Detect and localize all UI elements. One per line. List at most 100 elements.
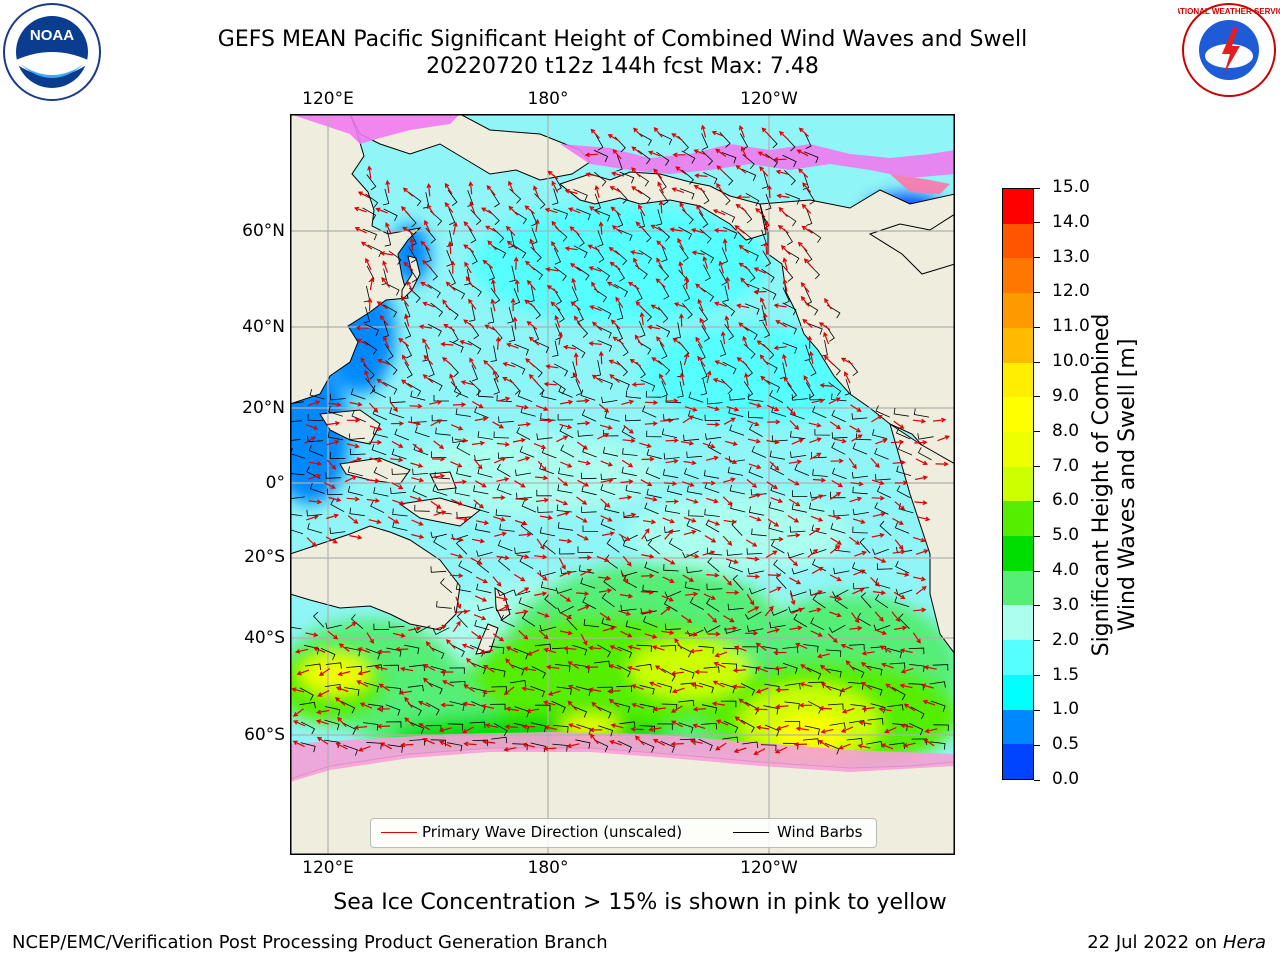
wind-barb	[744, 248, 759, 262]
wave-direction-arrow	[475, 480, 487, 488]
wave-direction-arrow	[514, 519, 528, 526]
wind-barb	[366, 174, 377, 191]
wind-barb	[721, 663, 738, 671]
colorbar-band	[1003, 501, 1033, 537]
wave-direction-arrow	[631, 702, 645, 709]
wind-barb	[785, 193, 800, 205]
wave-direction-arrow	[399, 666, 414, 672]
wave-direction-arrow	[576, 591, 590, 597]
wave-direction-arrow	[656, 257, 664, 270]
wind-barb	[495, 509, 512, 517]
wind-barb	[493, 431, 510, 439]
wind-barb	[601, 592, 615, 608]
wave-direction-arrow	[551, 180, 559, 193]
wave-direction-arrow	[914, 439, 928, 445]
wave-direction-arrow	[852, 518, 866, 524]
wind-barb	[516, 427, 531, 440]
wave-direction-arrow	[644, 400, 659, 406]
wave-direction-arrow	[439, 740, 452, 748]
wind-barb	[804, 344, 811, 362]
wind-barb	[639, 684, 655, 695]
wave-direction-arrow	[600, 478, 614, 483]
wave-direction-arrow	[358, 745, 371, 752]
wind-barb	[729, 424, 745, 436]
wind-barb	[572, 705, 588, 718]
wind-barb	[700, 287, 715, 302]
wind-barb	[635, 663, 652, 671]
wind-barb	[619, 721, 636, 728]
wave-direction-arrow	[691, 250, 705, 256]
wave-direction-arrow	[460, 380, 474, 386]
wind-barb	[492, 245, 507, 259]
wave-direction-arrow	[744, 630, 759, 636]
wave-direction-arrow	[767, 518, 780, 527]
wind-barb	[874, 447, 889, 460]
wave-direction-arrow	[497, 605, 510, 612]
wind-barb	[804, 132, 812, 149]
wind-barb	[729, 394, 746, 401]
footer-machine: Hera	[1222, 932, 1266, 953]
wave-direction-arrow	[789, 625, 803, 631]
wave-direction-arrow	[851, 434, 863, 442]
wave-direction-arrow	[700, 124, 707, 138]
wave-direction-arrow	[551, 220, 561, 232]
wave-direction-arrow	[349, 401, 363, 407]
wave-direction-arrow	[335, 686, 349, 693]
wave-direction-arrow	[438, 727, 452, 733]
wind-barb	[802, 246, 813, 264]
wind-barb	[560, 567, 577, 575]
wave-direction-arrow	[305, 632, 319, 638]
wave-direction-arrow	[682, 415, 694, 424]
wind-barb	[363, 340, 378, 355]
wave-direction-arrow	[440, 669, 454, 675]
wind-barb	[616, 211, 624, 228]
wave-direction-arrow	[711, 130, 725, 137]
wind-barb	[770, 540, 785, 554]
wind-barb	[412, 468, 429, 476]
wind-barb	[872, 548, 889, 555]
wind-barb	[682, 285, 691, 302]
wave-direction-arrow	[829, 421, 842, 430]
wind-barb	[792, 490, 808, 497]
wave-direction-arrow	[766, 184, 772, 199]
wind-barb	[875, 578, 891, 589]
wave-direction-arrow	[848, 457, 857, 470]
wave-direction-arrow	[830, 458, 844, 464]
wind-barb	[803, 644, 819, 653]
wave-direction-arrow	[647, 324, 661, 330]
wind-barb	[468, 226, 477, 244]
wind-barb-label: Wind Barbs	[777, 823, 863, 841]
wind-barb	[373, 466, 388, 480]
wind-barb	[439, 578, 453, 594]
wind-barb	[639, 725, 656, 733]
wave-direction-arrow	[683, 352, 690, 366]
wind-barb	[559, 425, 574, 439]
wind-barb	[848, 644, 865, 651]
wave-direction-arrow	[713, 661, 726, 668]
wind-barb	[763, 705, 779, 715]
wind-barb	[824, 742, 840, 755]
wave-direction-arrow	[723, 519, 737, 525]
colorbar-title-line2: Wind Waves and Swell [m]	[1115, 338, 1140, 632]
wind-barb	[553, 725, 569, 733]
wave-direction-arrow	[292, 708, 304, 717]
wind-barb	[473, 485, 489, 495]
wind-barb	[597, 326, 612, 339]
wind-barb	[472, 739, 489, 747]
wave-direction-arrow	[916, 549, 929, 555]
wind-barb	[414, 504, 430, 512]
wave-direction-arrow	[627, 281, 640, 290]
wave-direction-arrow	[615, 296, 624, 308]
wind-barb	[806, 188, 816, 205]
wind-barb	[425, 246, 432, 263]
wind-barb	[722, 285, 729, 302]
wave-direction-arrow	[857, 743, 871, 749]
wind-barb	[728, 560, 744, 573]
wind-barb	[703, 469, 720, 479]
wind-barb	[454, 487, 470, 497]
wave-direction-arrow	[849, 425, 862, 433]
wind-barb	[929, 681, 946, 688]
wave-direction-arrow	[588, 341, 602, 346]
wind-barb	[688, 509, 704, 517]
wave-direction-arrow	[542, 700, 556, 706]
